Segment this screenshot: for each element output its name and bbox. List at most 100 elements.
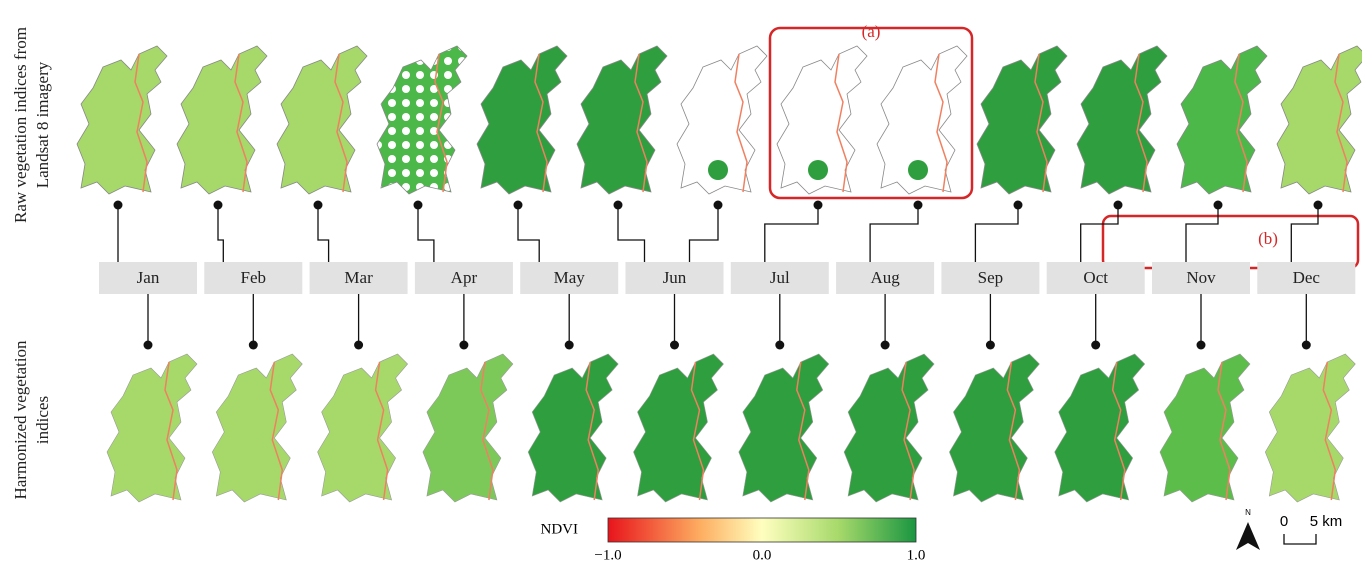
map-shape xyxy=(1160,354,1250,502)
map-harmonized xyxy=(528,354,618,502)
connector xyxy=(618,205,645,262)
map-shape xyxy=(277,46,367,194)
map-harmonized xyxy=(212,354,302,502)
month-label: Mar xyxy=(344,268,373,287)
dot xyxy=(1091,341,1100,350)
map-harmonized xyxy=(107,354,197,502)
map-harmonized xyxy=(1265,354,1355,502)
map-patch xyxy=(708,160,728,180)
map-shape xyxy=(634,354,724,502)
map-shape xyxy=(477,46,567,194)
connector xyxy=(690,205,719,262)
row-labels: Raw vegetation indices from Landsat 8 im… xyxy=(11,27,52,500)
month-label: Jul xyxy=(770,268,790,287)
map-shape xyxy=(977,46,1067,194)
map-patch xyxy=(908,160,928,180)
map-raw xyxy=(377,46,467,194)
map-shape xyxy=(377,46,467,194)
map-shape xyxy=(212,354,302,502)
map-raw xyxy=(477,46,567,194)
map-raw xyxy=(77,46,167,194)
connector xyxy=(318,205,329,262)
connector xyxy=(975,205,1018,262)
dot xyxy=(249,341,258,350)
dot xyxy=(670,341,679,350)
map-raw xyxy=(1277,46,1362,194)
map-shape xyxy=(77,46,167,194)
dot xyxy=(1197,341,1206,350)
callout-label: (a) xyxy=(862,22,881,41)
map-harmonized xyxy=(1160,354,1250,502)
map-harmonized xyxy=(949,354,1039,502)
map-shape xyxy=(949,354,1039,502)
dot xyxy=(881,341,890,350)
map-raw xyxy=(1077,46,1167,194)
north-label: N xyxy=(1245,508,1251,517)
callout-label: (b) xyxy=(1258,229,1278,248)
colorbar xyxy=(608,518,916,542)
map-shape xyxy=(844,354,934,502)
map-shape xyxy=(177,46,267,194)
dot xyxy=(1302,341,1311,350)
legend-tick: 1.0 xyxy=(907,547,926,563)
map-shape xyxy=(107,354,197,502)
month-label: Sep xyxy=(978,268,1004,287)
month-label: Aug xyxy=(870,268,900,287)
map-harmonized xyxy=(844,354,934,502)
connector xyxy=(1081,205,1118,262)
scale-bar xyxy=(1284,534,1316,544)
connector xyxy=(218,205,223,262)
map-raw xyxy=(577,46,667,194)
map-shape xyxy=(1077,46,1167,194)
month-label: Apr xyxy=(451,268,478,287)
map-shape xyxy=(318,354,408,502)
connector xyxy=(418,205,434,262)
map-shape xyxy=(1265,354,1355,502)
map-shape xyxy=(739,354,829,502)
map-shape xyxy=(1277,46,1362,194)
month-label: Jun xyxy=(663,268,687,287)
map-shape xyxy=(577,46,667,194)
map-harmonized xyxy=(423,354,513,502)
month-label: Feb xyxy=(241,268,267,287)
dot xyxy=(459,341,468,350)
map-raw xyxy=(177,46,267,194)
map-shape xyxy=(423,354,513,502)
map-harmonized xyxy=(634,354,724,502)
figure: Raw vegetation indices from Landsat 8 im… xyxy=(0,0,1362,568)
dot xyxy=(144,341,153,350)
map-patch xyxy=(808,160,828,180)
dot xyxy=(986,341,995,350)
map-raw xyxy=(677,46,767,194)
map-raw xyxy=(877,46,967,194)
dot xyxy=(565,341,574,350)
map-raw xyxy=(977,46,1067,194)
row-label: Landsat 8 imagery xyxy=(33,61,52,188)
connector xyxy=(765,205,818,262)
month-label: Nov xyxy=(1186,268,1216,287)
map-harmonized xyxy=(739,354,829,502)
scale-label: 0 xyxy=(1280,513,1288,530)
month-label: Jan xyxy=(137,268,160,287)
legend: NDVI −1.0 0.0 1.0 xyxy=(541,518,926,563)
connector xyxy=(1291,205,1318,262)
row-label: indices xyxy=(33,396,52,444)
month-label: Oct xyxy=(1083,268,1108,287)
map-shape xyxy=(1177,46,1267,194)
map-raw xyxy=(777,46,867,194)
map-shape xyxy=(528,354,618,502)
dot xyxy=(775,341,784,350)
map-raw xyxy=(1177,46,1267,194)
legend-tick: −1.0 xyxy=(594,547,621,563)
month-label: May xyxy=(554,268,586,287)
map-harmonized xyxy=(1055,354,1145,502)
row-label: Raw vegetation indices from xyxy=(11,27,30,223)
dot xyxy=(354,341,363,350)
map-raw xyxy=(277,46,367,194)
map-harmonized xyxy=(318,354,408,502)
legend-tick: 0.0 xyxy=(753,547,772,563)
row-label: Harmonized vegetation xyxy=(11,340,30,500)
connector xyxy=(1186,205,1218,262)
month-label: Dec xyxy=(1293,268,1321,287)
legend-title: NDVI xyxy=(541,521,579,537)
